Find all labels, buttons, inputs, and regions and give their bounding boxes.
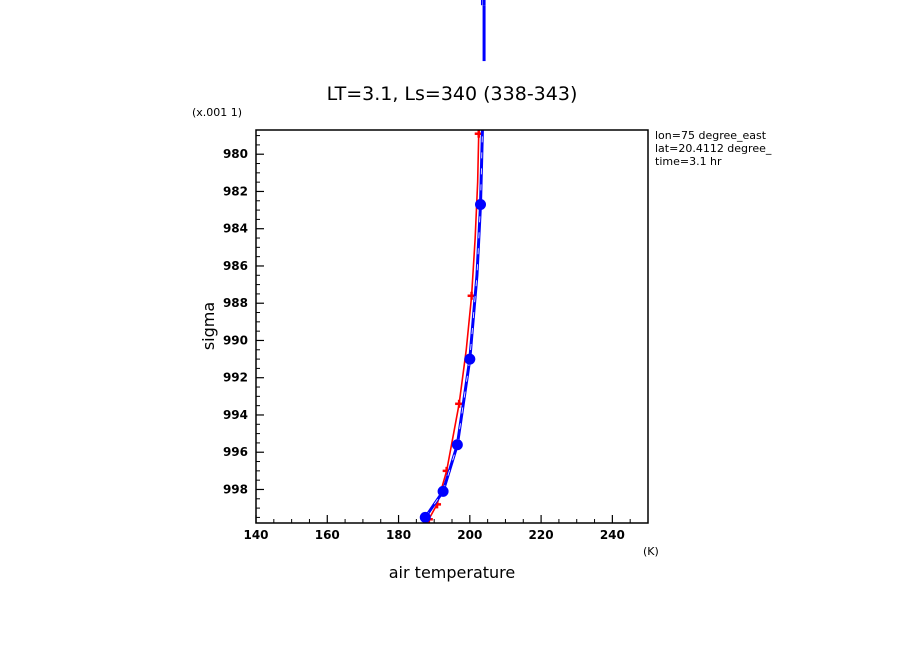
x-unit-label: (K) xyxy=(643,545,659,558)
y-tick-label: 994 xyxy=(223,408,248,422)
y-tick-label: 980 xyxy=(223,147,248,161)
x-tick-label: 200 xyxy=(457,528,482,542)
x-tick-label: 220 xyxy=(529,528,554,542)
x-tick-label: 160 xyxy=(315,528,340,542)
x-tick-label: 180 xyxy=(386,528,411,542)
plot-area xyxy=(419,130,487,523)
y-tick-label: 984 xyxy=(223,222,248,236)
data-point xyxy=(475,199,487,211)
y-tick-label: 998 xyxy=(223,482,248,496)
y-tick-label: 992 xyxy=(223,371,248,385)
y-tick-label: 986 xyxy=(223,259,248,273)
overflow-layer xyxy=(480,0,486,62)
ticks-layer: 140 160 180 200 220 240 980 982 984 986 988 990 992 9… xyxy=(223,135,649,542)
y-tick-label: 996 xyxy=(223,445,248,459)
x-tick-label: 140 xyxy=(243,528,268,542)
data-point xyxy=(437,485,449,497)
x-tick-label: 240 xyxy=(600,528,625,542)
annotation-lon: lon=75 degree_east xyxy=(655,129,767,142)
y-scale-note: (x.001 1) xyxy=(192,106,242,119)
data-point xyxy=(419,511,431,523)
data-point xyxy=(455,399,464,408)
annotation-lat: lat=20.4112 degree_ xyxy=(655,142,772,155)
annotation-time: time=3.1 hr xyxy=(655,155,722,168)
y-tick-label: 982 xyxy=(223,184,248,198)
chart-title: LT=3.1, Ls=340 (338-343) xyxy=(327,83,578,105)
y-tick-label: 990 xyxy=(223,333,248,347)
y-axis-label: sigma xyxy=(199,302,218,350)
y-tick-label: 988 xyxy=(223,296,248,310)
series-line xyxy=(424,130,484,519)
data-point xyxy=(451,439,463,451)
plot-frame xyxy=(255,129,649,524)
series-layer xyxy=(419,130,487,523)
data-point xyxy=(464,353,476,365)
x-axis-label: air temperature xyxy=(389,563,515,582)
